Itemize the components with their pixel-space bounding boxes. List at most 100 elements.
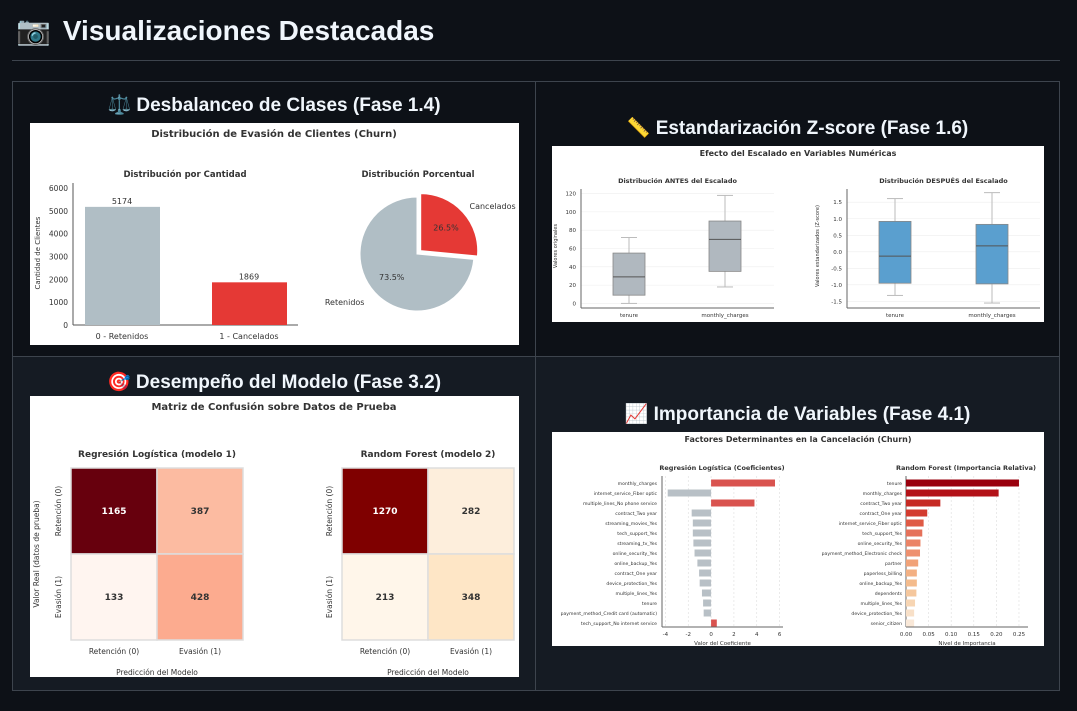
y-tick-label: Evasión (1)	[325, 576, 334, 618]
x-tick-label: tenure	[885, 313, 904, 319]
y-tick-label: 0	[572, 301, 576, 307]
bar	[905, 599, 915, 606]
x-tick-label: -4	[662, 632, 668, 638]
x-tick-label: 2	[732, 632, 736, 638]
x-tick-label: -2	[685, 632, 690, 638]
y-tick-label: 6000	[48, 184, 67, 193]
y-tick-label: internet_service_Fiber optic	[838, 521, 902, 527]
x-tick-label: Evasión (1)	[178, 647, 220, 656]
churn-distribution-chart: Distribución de Evasión de Clientes (Chu…	[29, 123, 519, 345]
bar-value-label: 5174	[111, 197, 131, 206]
subplot-title: Distribución ANTES del Escalado	[618, 177, 737, 185]
bar	[667, 489, 711, 496]
y-tick-label: Retención (0)	[325, 486, 334, 536]
cell-value: 1270	[372, 507, 397, 517]
matrix-cell	[69, 553, 158, 641]
bar	[905, 519, 924, 526]
y-tick-label: streaming_movies_Yes	[605, 521, 657, 527]
matrix-cell	[340, 467, 429, 555]
y-tick-label: contract_One year	[859, 511, 902, 517]
x-tick-label: 0.15	[967, 632, 980, 638]
camera-icon: 📷	[16, 15, 51, 46]
confusion-matrix-chart: Matriz de Confusión sobre Datos de Prueb…	[29, 396, 519, 677]
y-tick-label: 4000	[48, 230, 67, 239]
bar	[905, 509, 927, 516]
box	[708, 220, 741, 272]
y-tick-label: tech_support_Yes	[617, 531, 657, 537]
bar	[702, 599, 711, 606]
bar	[905, 489, 999, 496]
ruler-icon: 📏	[626, 118, 651, 139]
bar	[905, 539, 920, 546]
y-tick-label: tech_support_No internet service	[580, 621, 656, 627]
pie-slice	[359, 196, 474, 312]
y-tick-label: payment_method_Credit card (automatic)	[560, 611, 657, 617]
bar	[696, 559, 711, 566]
cell-value: 1165	[101, 507, 126, 517]
matrix-cell	[155, 467, 244, 555]
bar	[211, 282, 287, 325]
y-tick-label: 100	[565, 210, 576, 216]
bar	[694, 549, 711, 556]
panel-title: ⚖️ Desbalanceo de Clases (Fase 1.4)	[107, 95, 441, 116]
x-tick-label: 0.00	[899, 632, 912, 638]
box	[612, 252, 645, 296]
chart-title: Factores Determinantes en la Cancelación…	[684, 434, 911, 444]
scaling-boxplot-chart: Efecto del Escalado en Variables Numéric…	[551, 146, 1044, 322]
y-tick-label: 20	[569, 283, 576, 289]
bar	[710, 479, 775, 486]
cell-value: 428	[190, 593, 209, 603]
y-axis-label: Valores estandarizados (Z-score)	[815, 205, 821, 287]
bar	[692, 529, 711, 536]
y-tick-label: multiple_lines_Yes	[615, 591, 657, 597]
pie-value-label: 73.5%	[378, 273, 404, 282]
y-tick-label: -1.5	[831, 299, 842, 305]
y-tick-label: Evasión (1)	[54, 576, 63, 618]
y-axis-label: Cantidad de Clientes	[34, 216, 42, 289]
x-tick-label: 0.20	[990, 632, 1003, 638]
target-icon: 🎯	[106, 372, 131, 393]
chart-title: Distribución de Evasión de Clientes (Chu…	[151, 128, 397, 140]
panel-model-performance: 🎯 Desempeño del Modelo (Fase 3.2) Matriz…	[12, 356, 536, 691]
x-tick-label: 0.25	[1012, 632, 1025, 638]
y-axis-label: Valor Real (datos de prueba)	[32, 500, 41, 607]
x-tick-label: Retención (0)	[359, 647, 409, 656]
bar	[905, 569, 917, 576]
bar	[905, 529, 922, 536]
box	[878, 220, 911, 284]
bar	[905, 589, 916, 596]
y-tick-label: partner	[884, 561, 901, 567]
panel-title: 📈 Importancia de Variables (Fase 4.1)	[624, 403, 971, 425]
panel-title: 📏 Estandarización Z-score (Fase 1.6)	[626, 118, 969, 139]
bar	[905, 479, 1019, 486]
y-tick-label: device_protection_Yes	[606, 581, 657, 587]
y-tick-label: 1.0	[833, 217, 842, 223]
bar	[905, 579, 917, 586]
subplot-title: Distribución DESPUÉS del Escalado	[879, 176, 1008, 185]
y-tick-label: contract_Two year	[860, 501, 902, 507]
chart-title: Efecto del Escalado en Variables Numéric…	[699, 148, 896, 158]
y-tick-label: senior_citizen	[870, 621, 902, 627]
y-tick-label: contract_Two year	[615, 511, 657, 517]
feature-importance-chart: Factores Determinantes en la Cancelación…	[551, 431, 1044, 646]
pie-slice	[419, 193, 478, 257]
y-tick-label: contract_One year	[614, 571, 657, 577]
bar	[905, 559, 918, 566]
pie-label: Retenidos	[324, 298, 364, 307]
x-tick-label: 4	[754, 632, 758, 638]
matrix-cell	[155, 553, 244, 641]
y-tick-label: tenure	[886, 481, 901, 487]
bar	[905, 609, 914, 616]
y-tick-label: tech_support_Yes	[862, 531, 902, 537]
y-tick-label: 40	[569, 265, 576, 271]
y-tick-label: monthly_charges	[862, 491, 902, 497]
matrix-cell	[426, 467, 515, 555]
x-tick-label: 0.10	[945, 632, 958, 638]
x-tick-label: Retención (0)	[88, 647, 138, 656]
y-tick-label: 1000	[48, 298, 67, 307]
bar	[710, 499, 754, 506]
x-tick-label: 0	[709, 632, 713, 638]
pie-value-label: 26.5%	[433, 224, 459, 233]
y-tick-label: online_backup_Yes	[859, 581, 902, 587]
x-tick-label: 1 - Cancelados	[219, 332, 278, 341]
